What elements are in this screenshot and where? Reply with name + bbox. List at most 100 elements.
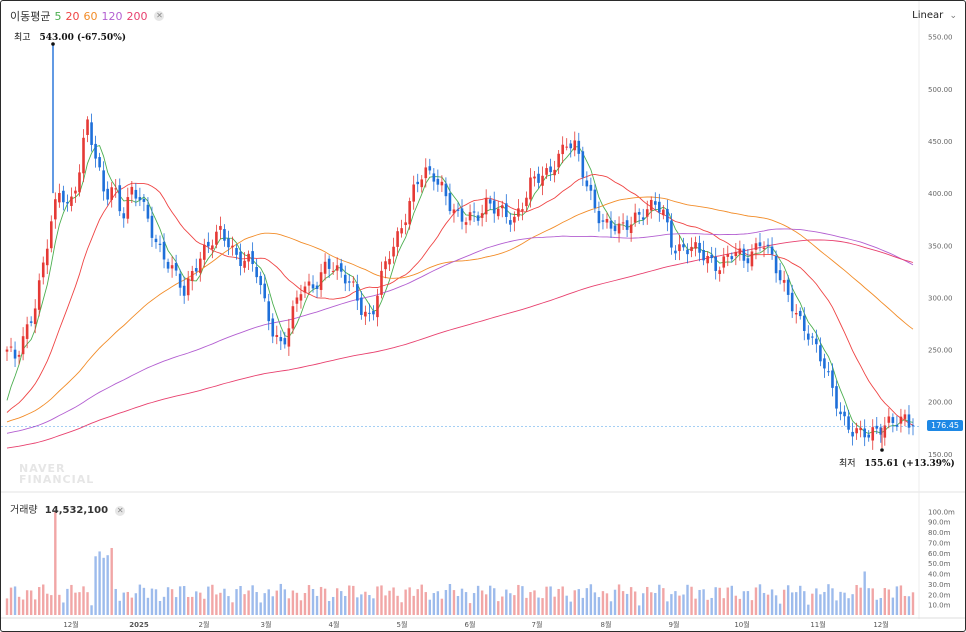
volume-bar bbox=[122, 592, 125, 615]
volume-bar bbox=[734, 595, 738, 615]
ma20-label[interactable]: 20 bbox=[65, 9, 80, 23]
candle-body bbox=[589, 184, 593, 191]
volume-bar bbox=[670, 594, 673, 615]
candle-body bbox=[819, 345, 822, 362]
candle-body bbox=[311, 284, 315, 289]
ma20-line bbox=[6, 173, 914, 426]
candle-body bbox=[778, 270, 782, 281]
volume-bar bbox=[529, 592, 532, 615]
candle-body bbox=[122, 213, 126, 219]
candle-body bbox=[271, 318, 275, 337]
candle-body bbox=[617, 223, 621, 234]
ma200-label[interactable]: 200 bbox=[126, 9, 148, 23]
candle-body bbox=[231, 245, 234, 248]
volume-bar bbox=[203, 598, 206, 615]
volume-bar bbox=[589, 584, 593, 615]
volume-bar bbox=[509, 593, 512, 615]
candle-body bbox=[891, 417, 895, 423]
ma120-label[interactable]: 120 bbox=[101, 9, 123, 23]
volume-bar bbox=[537, 597, 540, 615]
volume-bar bbox=[533, 590, 536, 615]
low-value: 155.61 (+13.39%) bbox=[864, 459, 955, 469]
volume-value: 14,532,100 bbox=[44, 505, 109, 516]
candle-body bbox=[207, 241, 210, 247]
volume-bar bbox=[795, 592, 798, 615]
volume-bar bbox=[867, 588, 870, 615]
volume-bar bbox=[891, 597, 895, 615]
volume-bar bbox=[513, 595, 516, 615]
candle-body bbox=[496, 208, 500, 217]
candle-body bbox=[835, 386, 838, 409]
volume-bar bbox=[887, 589, 891, 615]
candle-body bbox=[653, 201, 657, 205]
candle-body bbox=[706, 255, 709, 264]
candle-body bbox=[637, 212, 641, 215]
volume-bar bbox=[291, 590, 295, 615]
volume-bar bbox=[565, 595, 568, 615]
candle-body bbox=[565, 146, 569, 148]
volume-bar bbox=[553, 596, 556, 615]
candle-body bbox=[106, 188, 109, 200]
volume-bar bbox=[807, 604, 810, 615]
volume-bar bbox=[195, 591, 198, 615]
y-tick-label: 250.00 bbox=[928, 347, 953, 355]
volume-bar bbox=[50, 595, 53, 615]
candle-body bbox=[29, 321, 33, 323]
volume-bar bbox=[215, 594, 218, 615]
candle-body bbox=[154, 238, 158, 243]
close-icon[interactable]: ✕ bbox=[115, 506, 126, 516]
scale-toggle-button[interactable]: Linear ⌄ bbox=[912, 10, 957, 21]
volume-bar bbox=[468, 603, 472, 615]
volume-bar bbox=[698, 589, 701, 615]
volume-bar bbox=[545, 586, 548, 615]
candle-body bbox=[561, 144, 564, 155]
x-tick-label: 10월 bbox=[734, 620, 749, 629]
high-label: 최고 bbox=[14, 33, 31, 43]
candle-body bbox=[388, 258, 391, 265]
candle-body bbox=[45, 248, 49, 266]
candle-body bbox=[86, 119, 89, 135]
volume-bar bbox=[569, 601, 572, 615]
volume-bar bbox=[742, 591, 746, 615]
volume-bar bbox=[388, 590, 391, 615]
volume-bar bbox=[674, 591, 677, 615]
candle-body bbox=[380, 270, 383, 295]
ma5-label[interactable]: 5 bbox=[54, 9, 62, 23]
volume-bar bbox=[295, 592, 299, 615]
candle-body bbox=[537, 173, 540, 183]
volume-bar bbox=[650, 592, 653, 615]
ma60-label[interactable]: 60 bbox=[83, 9, 98, 23]
candle-body bbox=[436, 178, 440, 185]
candle-body bbox=[577, 140, 581, 154]
candle-body bbox=[364, 311, 367, 317]
volume-bar bbox=[658, 584, 661, 615]
y-tick-label: 150.00 bbox=[928, 451, 953, 459]
volume-bar bbox=[883, 588, 887, 615]
volume-bar bbox=[625, 593, 629, 615]
volume-bar bbox=[609, 601, 613, 615]
candle-body bbox=[424, 167, 428, 179]
candle-body bbox=[396, 231, 399, 247]
candle-body bbox=[698, 242, 701, 253]
volume-bar bbox=[907, 596, 911, 615]
volume-bar bbox=[460, 588, 464, 615]
candle-body bbox=[307, 281, 311, 286]
volume-bar bbox=[766, 594, 770, 615]
volume-bar bbox=[368, 595, 371, 615]
volume-bar bbox=[452, 590, 456, 615]
candle-body bbox=[432, 173, 436, 182]
candle-body bbox=[420, 179, 424, 188]
candle-body bbox=[130, 186, 134, 195]
candle-body bbox=[468, 212, 472, 221]
volume-bar bbox=[182, 586, 186, 615]
volume-bar bbox=[911, 592, 915, 615]
volume-bar bbox=[199, 592, 202, 615]
volume-bar bbox=[480, 590, 484, 615]
candle-body bbox=[227, 238, 230, 248]
candle-body bbox=[247, 253, 250, 262]
volume-bar bbox=[178, 586, 182, 615]
volume-bar bbox=[730, 585, 733, 615]
close-icon[interactable]: ✕ bbox=[154, 11, 165, 21]
